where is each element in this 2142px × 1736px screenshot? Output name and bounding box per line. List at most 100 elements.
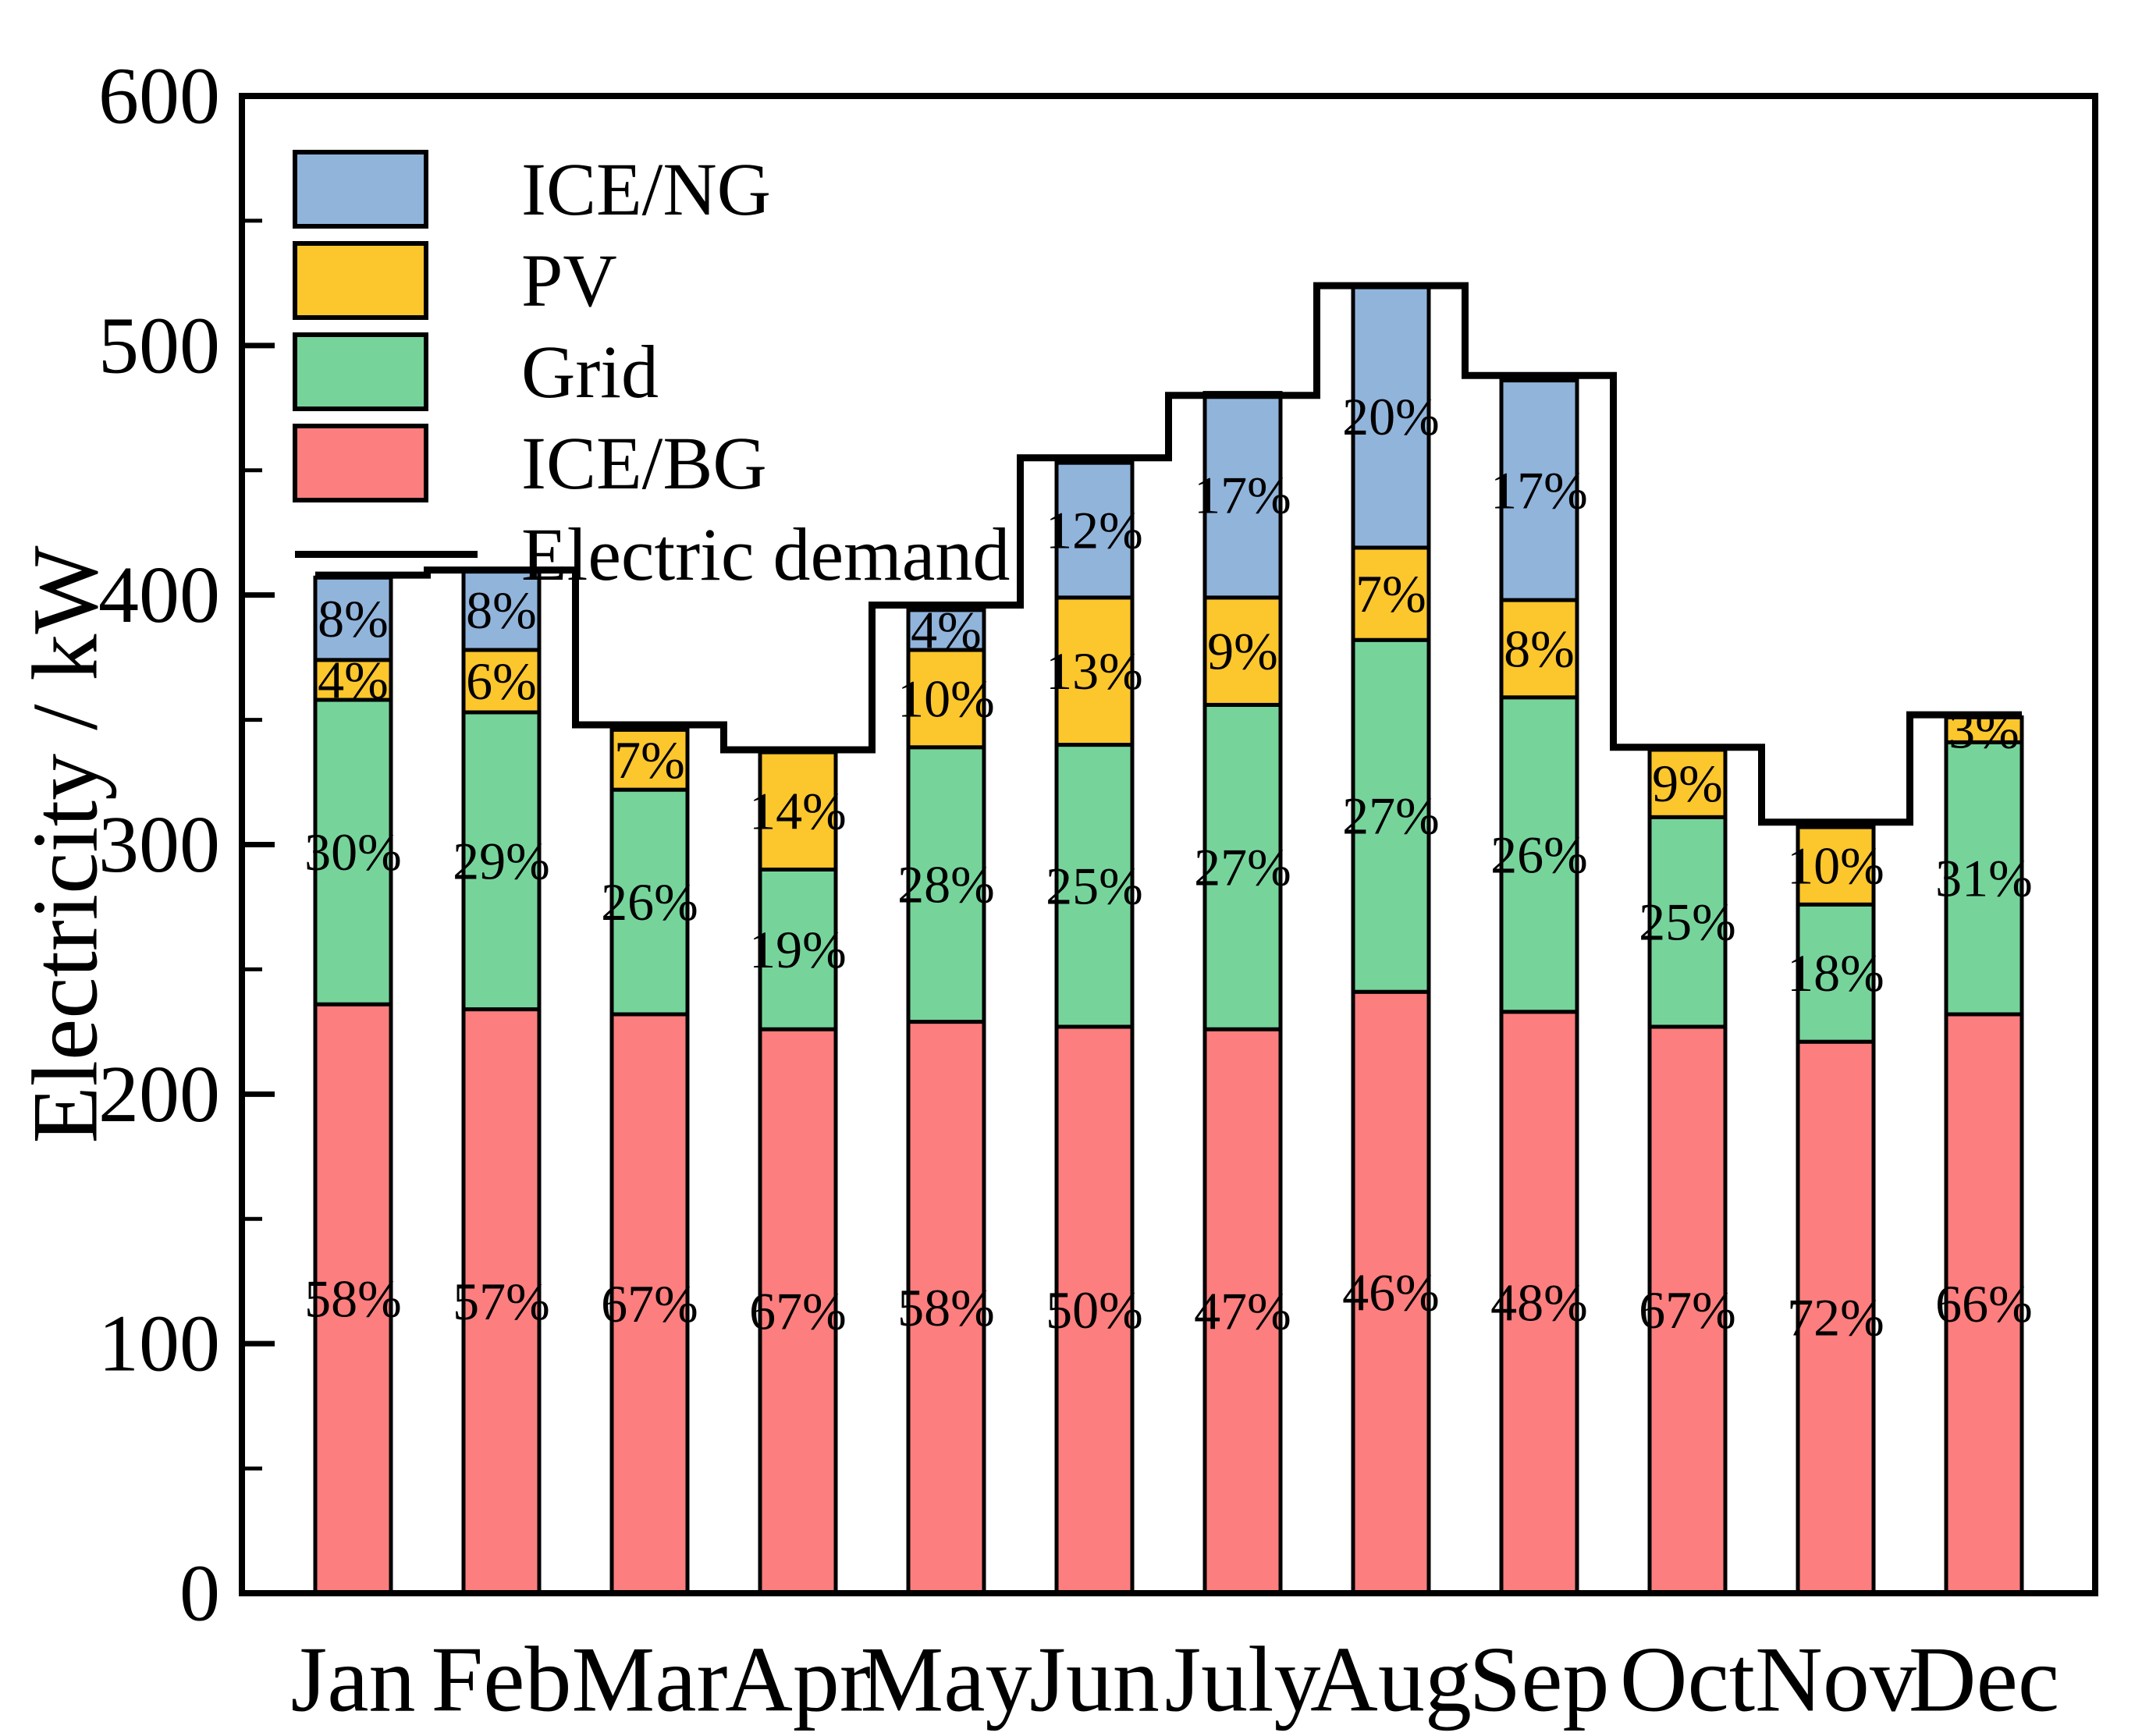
bar-segment-grid-feb — [461, 710, 542, 1012]
plot-frame — [239, 93, 2098, 1596]
legend-label-grid: Grid — [521, 330, 659, 414]
bar-segment-pv-mar — [609, 727, 690, 792]
pct-label-ice-ng-sep: 17% — [1490, 460, 1588, 520]
pct-label-pv-july: 9% — [1207, 622, 1278, 681]
pct-label-ice-bg-nov: 72% — [1787, 1288, 1884, 1347]
bar-segment-grid-jun — [1054, 743, 1135, 1029]
bar-segment-pv-may — [906, 648, 986, 750]
pct-label-grid-nov: 18% — [1787, 943, 1884, 1003]
x-tick-label-july: July — [1164, 1628, 1320, 1731]
x-tick-label-may: May — [861, 1628, 1032, 1731]
pct-label-ice-bg-aug: 46% — [1342, 1263, 1440, 1322]
bar-segment-pv-feb — [461, 648, 542, 715]
y-axis-title: Electricity / kW — [13, 545, 117, 1144]
pct-label-grid-apr: 19% — [749, 920, 847, 979]
x-tick-label-aug: Aug — [1310, 1628, 1472, 1731]
pct-label-ice-ng-july: 17% — [1194, 466, 1291, 525]
pct-label-grid-dec: 31% — [1935, 849, 2033, 908]
pct-label-pv-sep: 8% — [1504, 619, 1575, 678]
bar-segment-grid-jan — [313, 698, 393, 1006]
x-tick-label-jan: Jan — [291, 1628, 416, 1731]
legend-swatch-pv — [293, 241, 428, 320]
bar-segment-grid-mar — [609, 787, 690, 1017]
y-tick-label-600: 600 — [98, 51, 220, 141]
pct-label-pv-apr: 14% — [749, 781, 847, 840]
pct-label-ice-bg-mar: 67% — [601, 1274, 698, 1333]
bar-segment-ice-bg-jan — [313, 1002, 393, 1596]
pct-label-ice-bg-sep: 48% — [1490, 1273, 1588, 1332]
x-tick-label-mar: Mar — [572, 1628, 728, 1731]
pct-label-ice-bg-dec: 66% — [1935, 1274, 2033, 1333]
y-tick-label-400: 400 — [98, 550, 220, 640]
electric-demand-step-line — [315, 282, 2022, 826]
pct-label-ice-bg-apr: 67% — [749, 1282, 847, 1341]
x-tick-label-sep: Sep — [1469, 1628, 1610, 1731]
pct-label-ice-bg-jun: 50% — [1046, 1280, 1143, 1340]
bar-segment-grid-aug — [1351, 637, 1431, 994]
pct-label-pv-may: 10% — [897, 669, 995, 728]
bar-segment-grid-july — [1202, 702, 1283, 1031]
legend-label-pv: PV — [521, 239, 617, 322]
y-tick-label-200: 200 — [98, 1049, 220, 1139]
pct-label-pv-dec: 3% — [1948, 700, 2019, 759]
pct-label-grid-jan: 30% — [304, 822, 402, 882]
pct-label-pv-aug: 7% — [1355, 564, 1426, 623]
bar-segment-grid-dec — [1944, 740, 2024, 1017]
pct-label-grid-jun: 25% — [1046, 856, 1143, 915]
bar-segment-ice-ng-may — [906, 608, 986, 652]
bar-segment-pv-aug — [1351, 545, 1431, 642]
bar-segment-ice-ng-jan — [313, 575, 393, 662]
bar-segment-ice-bg-aug — [1351, 989, 1431, 1596]
pct-label-pv-mar: 7% — [614, 730, 685, 790]
bar-segment-ice-ng-jun — [1054, 460, 1135, 600]
bar-segment-grid-may — [906, 745, 986, 1024]
bar-segment-ice-bg-apr — [758, 1027, 838, 1596]
pct-label-pv-nov: 10% — [1787, 836, 1884, 896]
y-tick-label-300: 300 — [98, 800, 220, 889]
bar-segment-pv-nov — [1796, 825, 1876, 907]
pct-label-pv-jun: 13% — [1046, 641, 1143, 701]
pct-label-grid-july: 27% — [1194, 837, 1291, 896]
bar-segment-ice-bg-jun — [1054, 1024, 1135, 1596]
pct-label-grid-mar: 26% — [601, 872, 698, 932]
legend-label-ice-ng: ICE/NG — [521, 147, 771, 231]
pct-label-pv-feb: 6% — [466, 651, 537, 711]
pct-label-grid-feb: 29% — [453, 831, 550, 890]
legend-label-ice-bg: ICE/BG — [521, 421, 767, 505]
bar-segment-pv-july — [1202, 595, 1283, 707]
pct-label-ice-ng-jan: 8% — [318, 589, 389, 648]
bar-segment-ice-ng-sep — [1499, 378, 1579, 602]
y-tick-label-500: 500 — [98, 300, 220, 390]
pct-label-ice-ng-may: 4% — [911, 600, 982, 659]
bar-segment-grid-oct — [1647, 815, 1728, 1029]
pct-label-pv-oct: 9% — [1652, 754, 1723, 813]
pct-label-ice-bg-feb: 57% — [453, 1272, 550, 1331]
pct-label-ice-bg-july: 47% — [1194, 1282, 1291, 1341]
legend-swatch-ice-ng — [293, 150, 428, 229]
x-tick-label-jun: Jun — [1029, 1628, 1160, 1731]
bar-segment-ice-bg-july — [1202, 1027, 1283, 1596]
pct-label-grid-may: 28% — [897, 855, 995, 914]
pct-label-ice-ng-aug: 20% — [1342, 387, 1440, 446]
y-tick-label-100: 100 — [98, 1299, 220, 1389]
x-tick-label-dec: Dec — [1909, 1628, 2059, 1731]
bar-segment-grid-apr — [758, 867, 838, 1031]
pct-label-ice-bg-may: 58% — [897, 1278, 995, 1337]
pct-label-ice-ng-jun: 12% — [1046, 501, 1143, 560]
pct-label-ice-ng-feb: 8% — [466, 580, 537, 640]
pct-label-pv-jan: 4% — [318, 650, 389, 709]
y-tick-label-0: 0 — [179, 1549, 220, 1638]
pct-label-grid-aug: 27% — [1342, 786, 1440, 846]
bar-segment-ice-ng-feb — [461, 568, 542, 652]
x-tick-label-feb: Feb — [432, 1628, 572, 1731]
pct-label-ice-bg-jan: 58% — [304, 1269, 402, 1329]
x-tick-label-nov: Nov — [1755, 1628, 1916, 1731]
legend-swatch-ice-bg — [293, 424, 428, 502]
pct-label-grid-sep: 26% — [1490, 825, 1588, 884]
pct-label-grid-oct: 25% — [1639, 893, 1736, 952]
legend-label-electric-demand: Electric demand — [521, 513, 1010, 596]
bar-segment-grid-sep — [1499, 695, 1579, 1014]
pct-label-ice-bg-oct: 67% — [1639, 1280, 1736, 1340]
